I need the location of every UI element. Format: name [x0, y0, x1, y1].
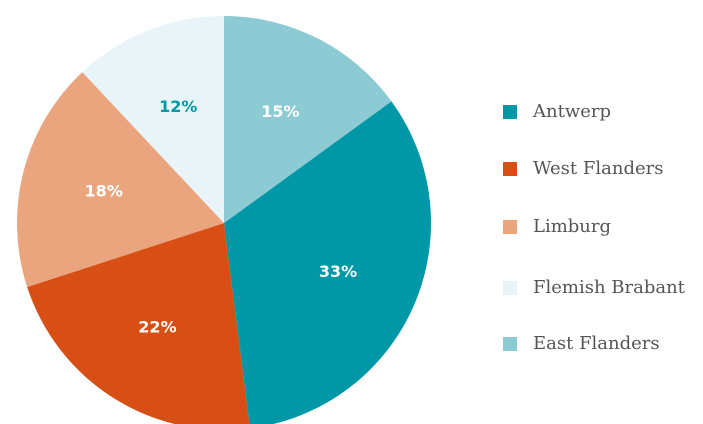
- legend-label: Flemish Brabant: [533, 277, 686, 298]
- value-label: 12%: [159, 97, 197, 116]
- legend-label: East Flanders: [533, 333, 660, 354]
- legend-swatch: [503, 281, 517, 295]
- value-label: 22%: [138, 317, 176, 336]
- legend-swatch: [503, 162, 517, 176]
- legend-swatch: [503, 337, 517, 351]
- pie-slice: [82, 16, 224, 223]
- pie-slice: [224, 101, 431, 424]
- legend-label: West Flanders: [533, 158, 663, 179]
- legend-label: Limburg: [533, 216, 611, 237]
- legend-swatch: [503, 220, 517, 234]
- value-label: 18%: [85, 182, 123, 201]
- pie-slice: [27, 223, 250, 424]
- legend-label: Antwerp: [532, 101, 611, 122]
- pie-slice: [224, 16, 392, 223]
- legend-swatch: [503, 105, 517, 119]
- value-label: 33%: [319, 262, 357, 281]
- pie-slice: [17, 72, 224, 287]
- value-label: 15%: [261, 102, 299, 121]
